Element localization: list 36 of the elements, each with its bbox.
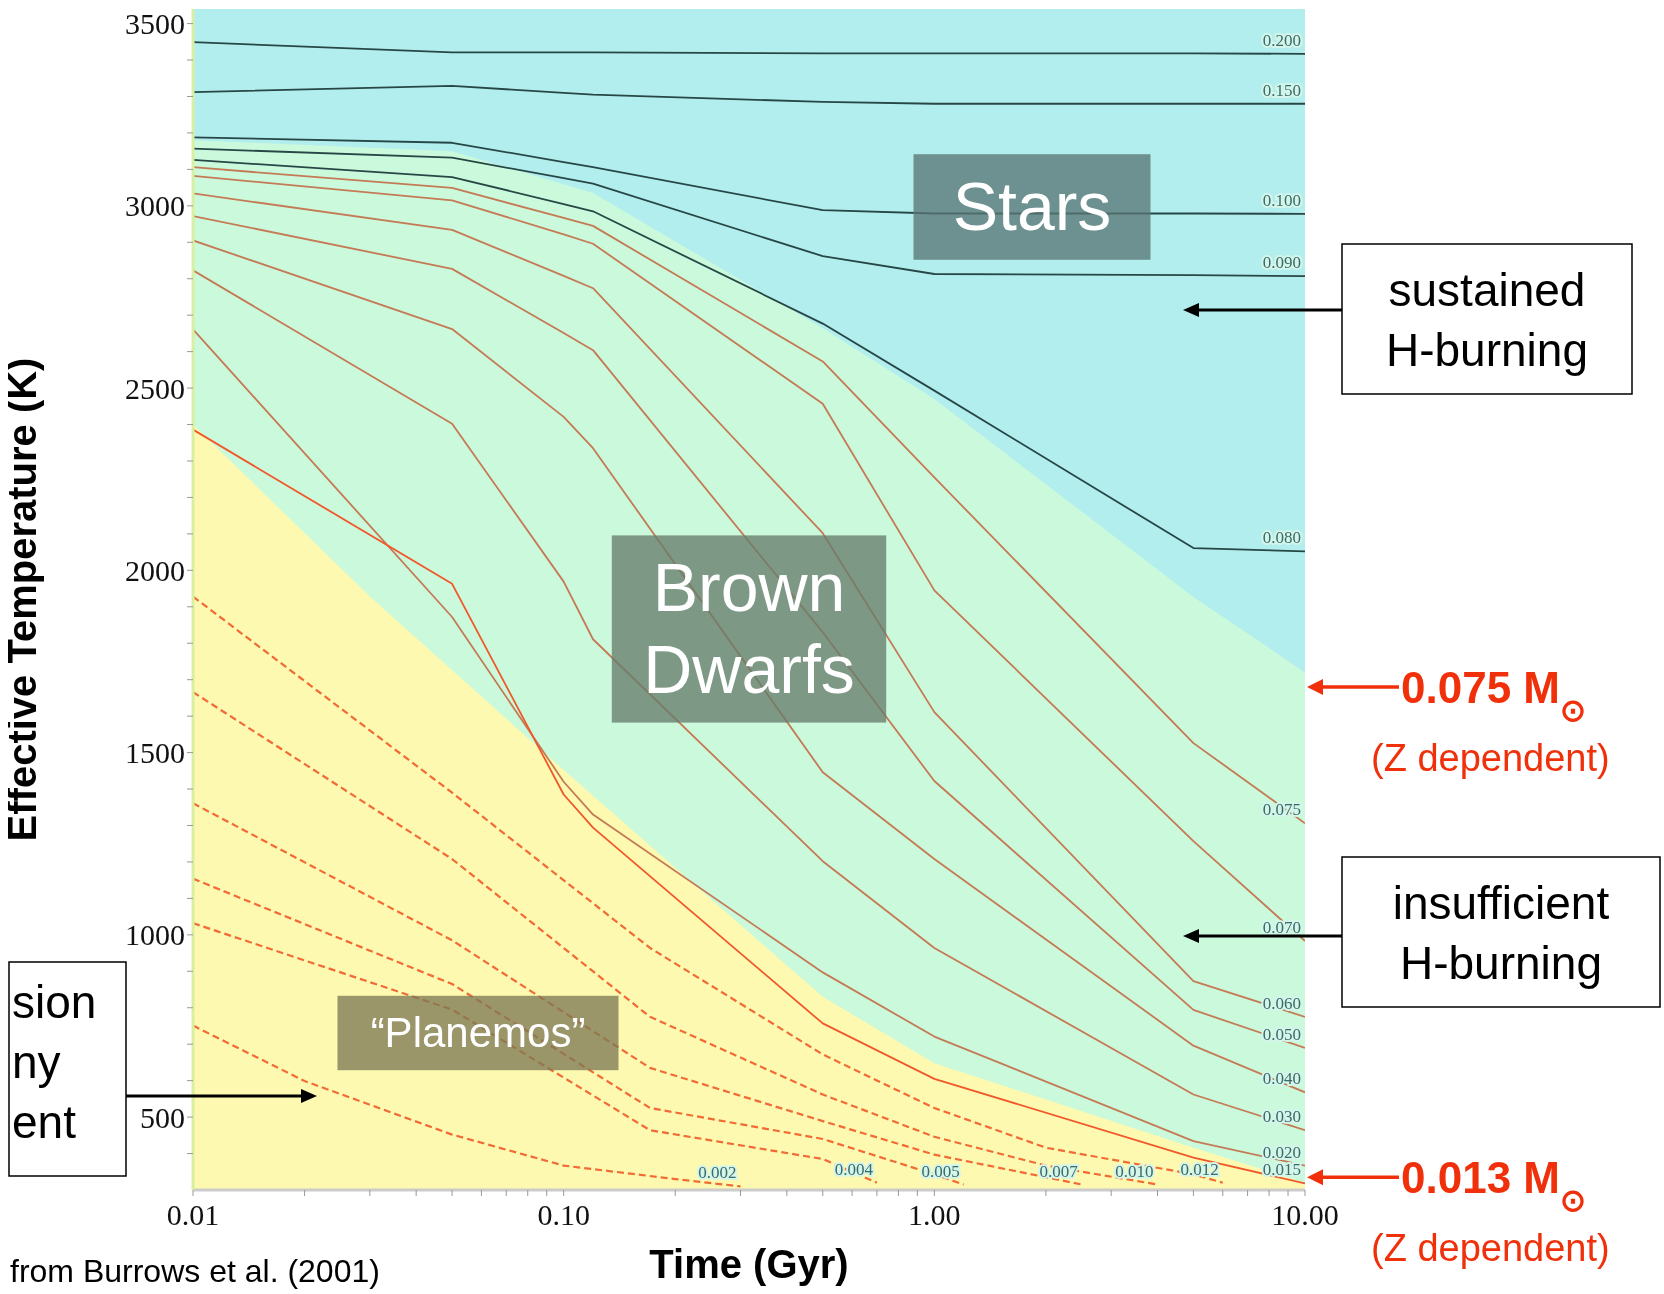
series-label: 0.007: [1039, 1161, 1079, 1181]
text: insufficient H-burning: [1392, 877, 1610, 989]
series-label: 0.010: [1115, 1161, 1154, 1181]
y-tick-label: 3000: [125, 189, 185, 223]
text: sion ny ent: [12, 976, 97, 1148]
y-tick-label: 2000: [125, 553, 185, 587]
annotation: Stars: [952, 167, 1112, 244]
series-label: 0.090: [1262, 253, 1301, 273]
annotation: 0.013 M$_{⊙}$ (Z dependent): [1371, 1153, 1610, 1270]
series-label: 0.015: [1262, 1160, 1301, 1180]
series-label: 0.150: [1262, 80, 1301, 100]
y-tick-label: 1000: [125, 918, 185, 952]
series-label: 0.012: [1180, 1159, 1219, 1179]
text: from Burrows et al. (2001): [10, 1253, 380, 1289]
x-axis-title: Time (Gyr): [649, 1242, 849, 1286]
series-label: 0.060: [1262, 993, 1301, 1013]
series-label: 0.100: [1262, 190, 1301, 210]
x-tick-label: 0.01: [166, 1198, 220, 1232]
x-tick-label: 1.00: [908, 1198, 961, 1232]
series-label: 0.200: [1262, 30, 1301, 50]
y-tick-label: 1500: [125, 736, 185, 770]
series-label: 0.050: [1262, 1024, 1301, 1044]
annotation: Brown Dwarfs: [643, 549, 855, 707]
x-tick-label: 10.00: [1271, 1198, 1339, 1232]
x-tick-label: 0.10: [537, 1198, 590, 1232]
series-label: 0.020: [1262, 1142, 1301, 1162]
y-tick-label: 3500: [125, 7, 185, 41]
series-label: 0.002: [698, 1163, 737, 1183]
annotation: 0.075 M$_{⊙}$ (Z dependent): [1371, 662, 1610, 779]
y-tick-label: 500: [140, 1100, 185, 1134]
series-label: 0.080: [1262, 528, 1301, 548]
series-label: 0.005: [921, 1161, 960, 1181]
text: sustained H-burning: [1386, 264, 1588, 376]
y-tick-label: 2500: [125, 371, 185, 405]
series-label: 0.030: [1262, 1107, 1301, 1127]
annotation: “Planemos”: [370, 1009, 586, 1057]
